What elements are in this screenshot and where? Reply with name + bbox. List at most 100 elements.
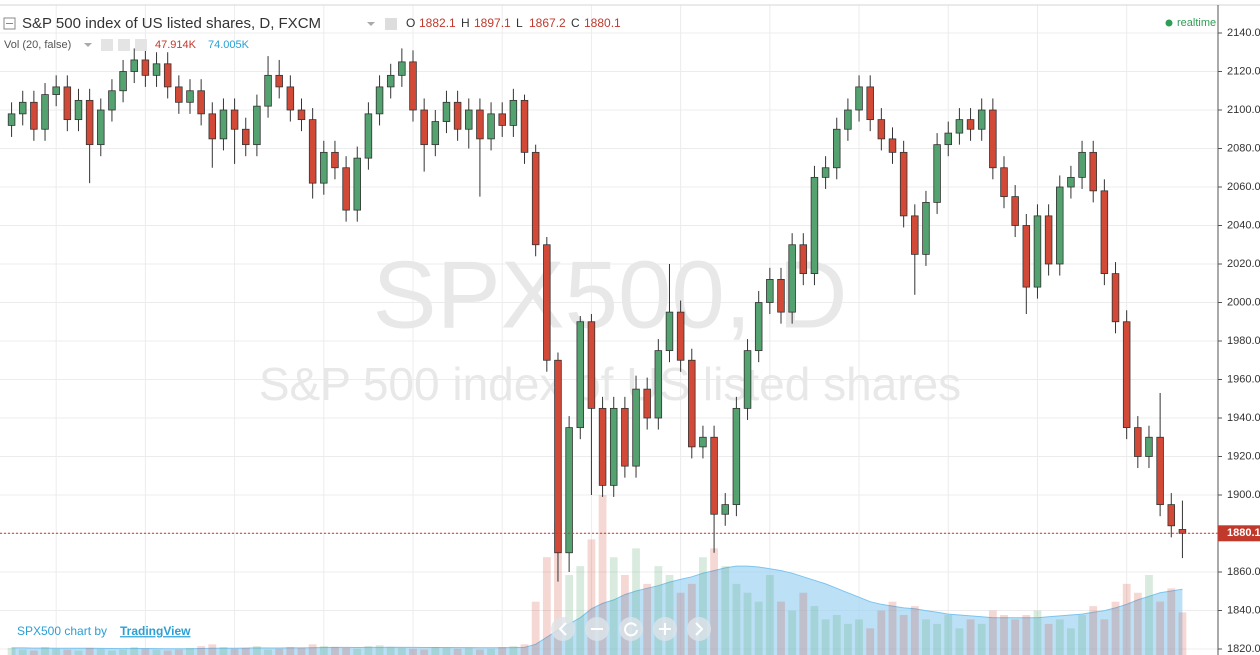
volume-bar	[264, 649, 272, 655]
volume-bar	[777, 601, 785, 655]
candle-body	[1167, 504, 1176, 527]
volume-bar	[453, 648, 462, 655]
volume-bar	[96, 648, 105, 655]
volume-bar	[821, 619, 830, 655]
volume-bar	[944, 615, 953, 655]
candle-body	[52, 86, 60, 96]
volume-bar	[676, 592, 685, 655]
candle-body	[1056, 186, 1064, 265]
candle-body	[1011, 196, 1019, 226]
collapse-icon[interactable]	[3, 17, 16, 30]
settings-icon[interactable]	[101, 39, 113, 51]
footer-link[interactable]: TradingView	[120, 624, 191, 638]
volume-bar	[632, 548, 640, 655]
volume-bar	[542, 557, 551, 655]
volume-bar	[799, 592, 808, 655]
candle-body	[989, 109, 997, 169]
candle-body	[565, 427, 573, 554]
candle-body	[130, 59, 138, 72]
y-tick-label: 2100.0	[1227, 104, 1260, 116]
volume-bar	[1067, 628, 1075, 655]
candle-body	[844, 109, 852, 130]
icon	[695, 622, 704, 636]
dropdown-icon[interactable]	[367, 22, 375, 26]
volume-bar	[1044, 623, 1053, 655]
candle-body	[621, 407, 629, 467]
candle-body	[821, 167, 830, 178]
candle-body	[108, 90, 116, 111]
volume-bar	[665, 575, 674, 655]
candle-body	[74, 99, 83, 121]
candle-body	[944, 132, 952, 146]
y-tick-label: 1920.0	[1227, 450, 1260, 462]
volume-bar	[163, 650, 172, 655]
grid	[0, 5, 1218, 655]
candle-body	[1111, 273, 1120, 323]
volume-bar	[241, 647, 250, 655]
y-tick-label: 2080.0	[1227, 142, 1260, 154]
reset-button[interactable]	[619, 617, 643, 641]
candle-body	[643, 388, 651, 419]
hide-icon[interactable]	[118, 39, 130, 51]
volume-bar	[7, 647, 16, 655]
volume-ma-last-label: 74.005K	[208, 39, 250, 51]
volume-bar	[598, 495, 607, 655]
realtime-label: realtime	[1177, 17, 1216, 29]
volume-bar	[85, 647, 94, 655]
candle-body	[1044, 215, 1053, 265]
volume-bar	[219, 647, 228, 655]
volume-bar	[130, 647, 139, 655]
y-tick-label: 1980.0	[1227, 335, 1260, 347]
candle-body	[18, 101, 27, 115]
candle-body	[275, 74, 283, 88]
candle-body	[241, 128, 250, 146]
candle-body	[320, 151, 328, 184]
candle-body	[576, 321, 585, 429]
volume-bar	[732, 583, 741, 655]
volume-bar	[286, 647, 295, 655]
volume-bar	[319, 646, 328, 655]
scroll-right-button[interactable]	[687, 617, 711, 641]
y-tick-label: 2120.0	[1227, 65, 1260, 77]
candle-body	[375, 86, 384, 115]
dropdown-icon[interactable]	[84, 43, 92, 47]
volume-bar	[1100, 619, 1109, 655]
volume-bar	[1078, 615, 1086, 655]
volume-bar	[230, 648, 239, 655]
volume-bar	[108, 650, 116, 655]
volume-bar	[576, 566, 585, 655]
candle-body	[163, 63, 172, 88]
candle-body	[665, 311, 674, 352]
volume-ma-line	[11, 565, 1183, 650]
volume-bar	[1156, 601, 1165, 655]
volume-bar	[754, 601, 763, 655]
y-tick-label: 1960.0	[1227, 373, 1260, 385]
watermark: SPX500, D	[373, 241, 848, 348]
settings-icon[interactable]	[385, 18, 397, 30]
candle-body	[85, 99, 94, 146]
y-tick-label: 1900.0	[1227, 489, 1260, 501]
candle-body	[219, 109, 228, 140]
close-icon[interactable]	[135, 39, 147, 51]
volume-bar	[353, 648, 362, 655]
volume-bar	[810, 606, 819, 655]
candle-body	[97, 109, 105, 146]
candle-body	[1067, 176, 1075, 188]
candle-body	[911, 215, 919, 255]
candle-body	[498, 113, 506, 126]
realtime-dot	[1165, 19, 1173, 27]
candle-body	[308, 119, 317, 184]
candle-body	[531, 151, 540, 246]
candle-body	[141, 59, 150, 76]
scroll-left-button[interactable]	[551, 617, 575, 641]
candle-body	[487, 113, 495, 140]
candle-body	[966, 119, 975, 130]
volume-bar	[186, 647, 194, 655]
volume-bar	[877, 610, 886, 655]
candle-body	[1100, 190, 1109, 275]
candle-body	[1134, 427, 1142, 457]
watermark-subtitle: S&P 500 index of US listed shares	[259, 358, 961, 410]
volume-bar	[342, 647, 351, 655]
candle-body	[766, 278, 774, 303]
